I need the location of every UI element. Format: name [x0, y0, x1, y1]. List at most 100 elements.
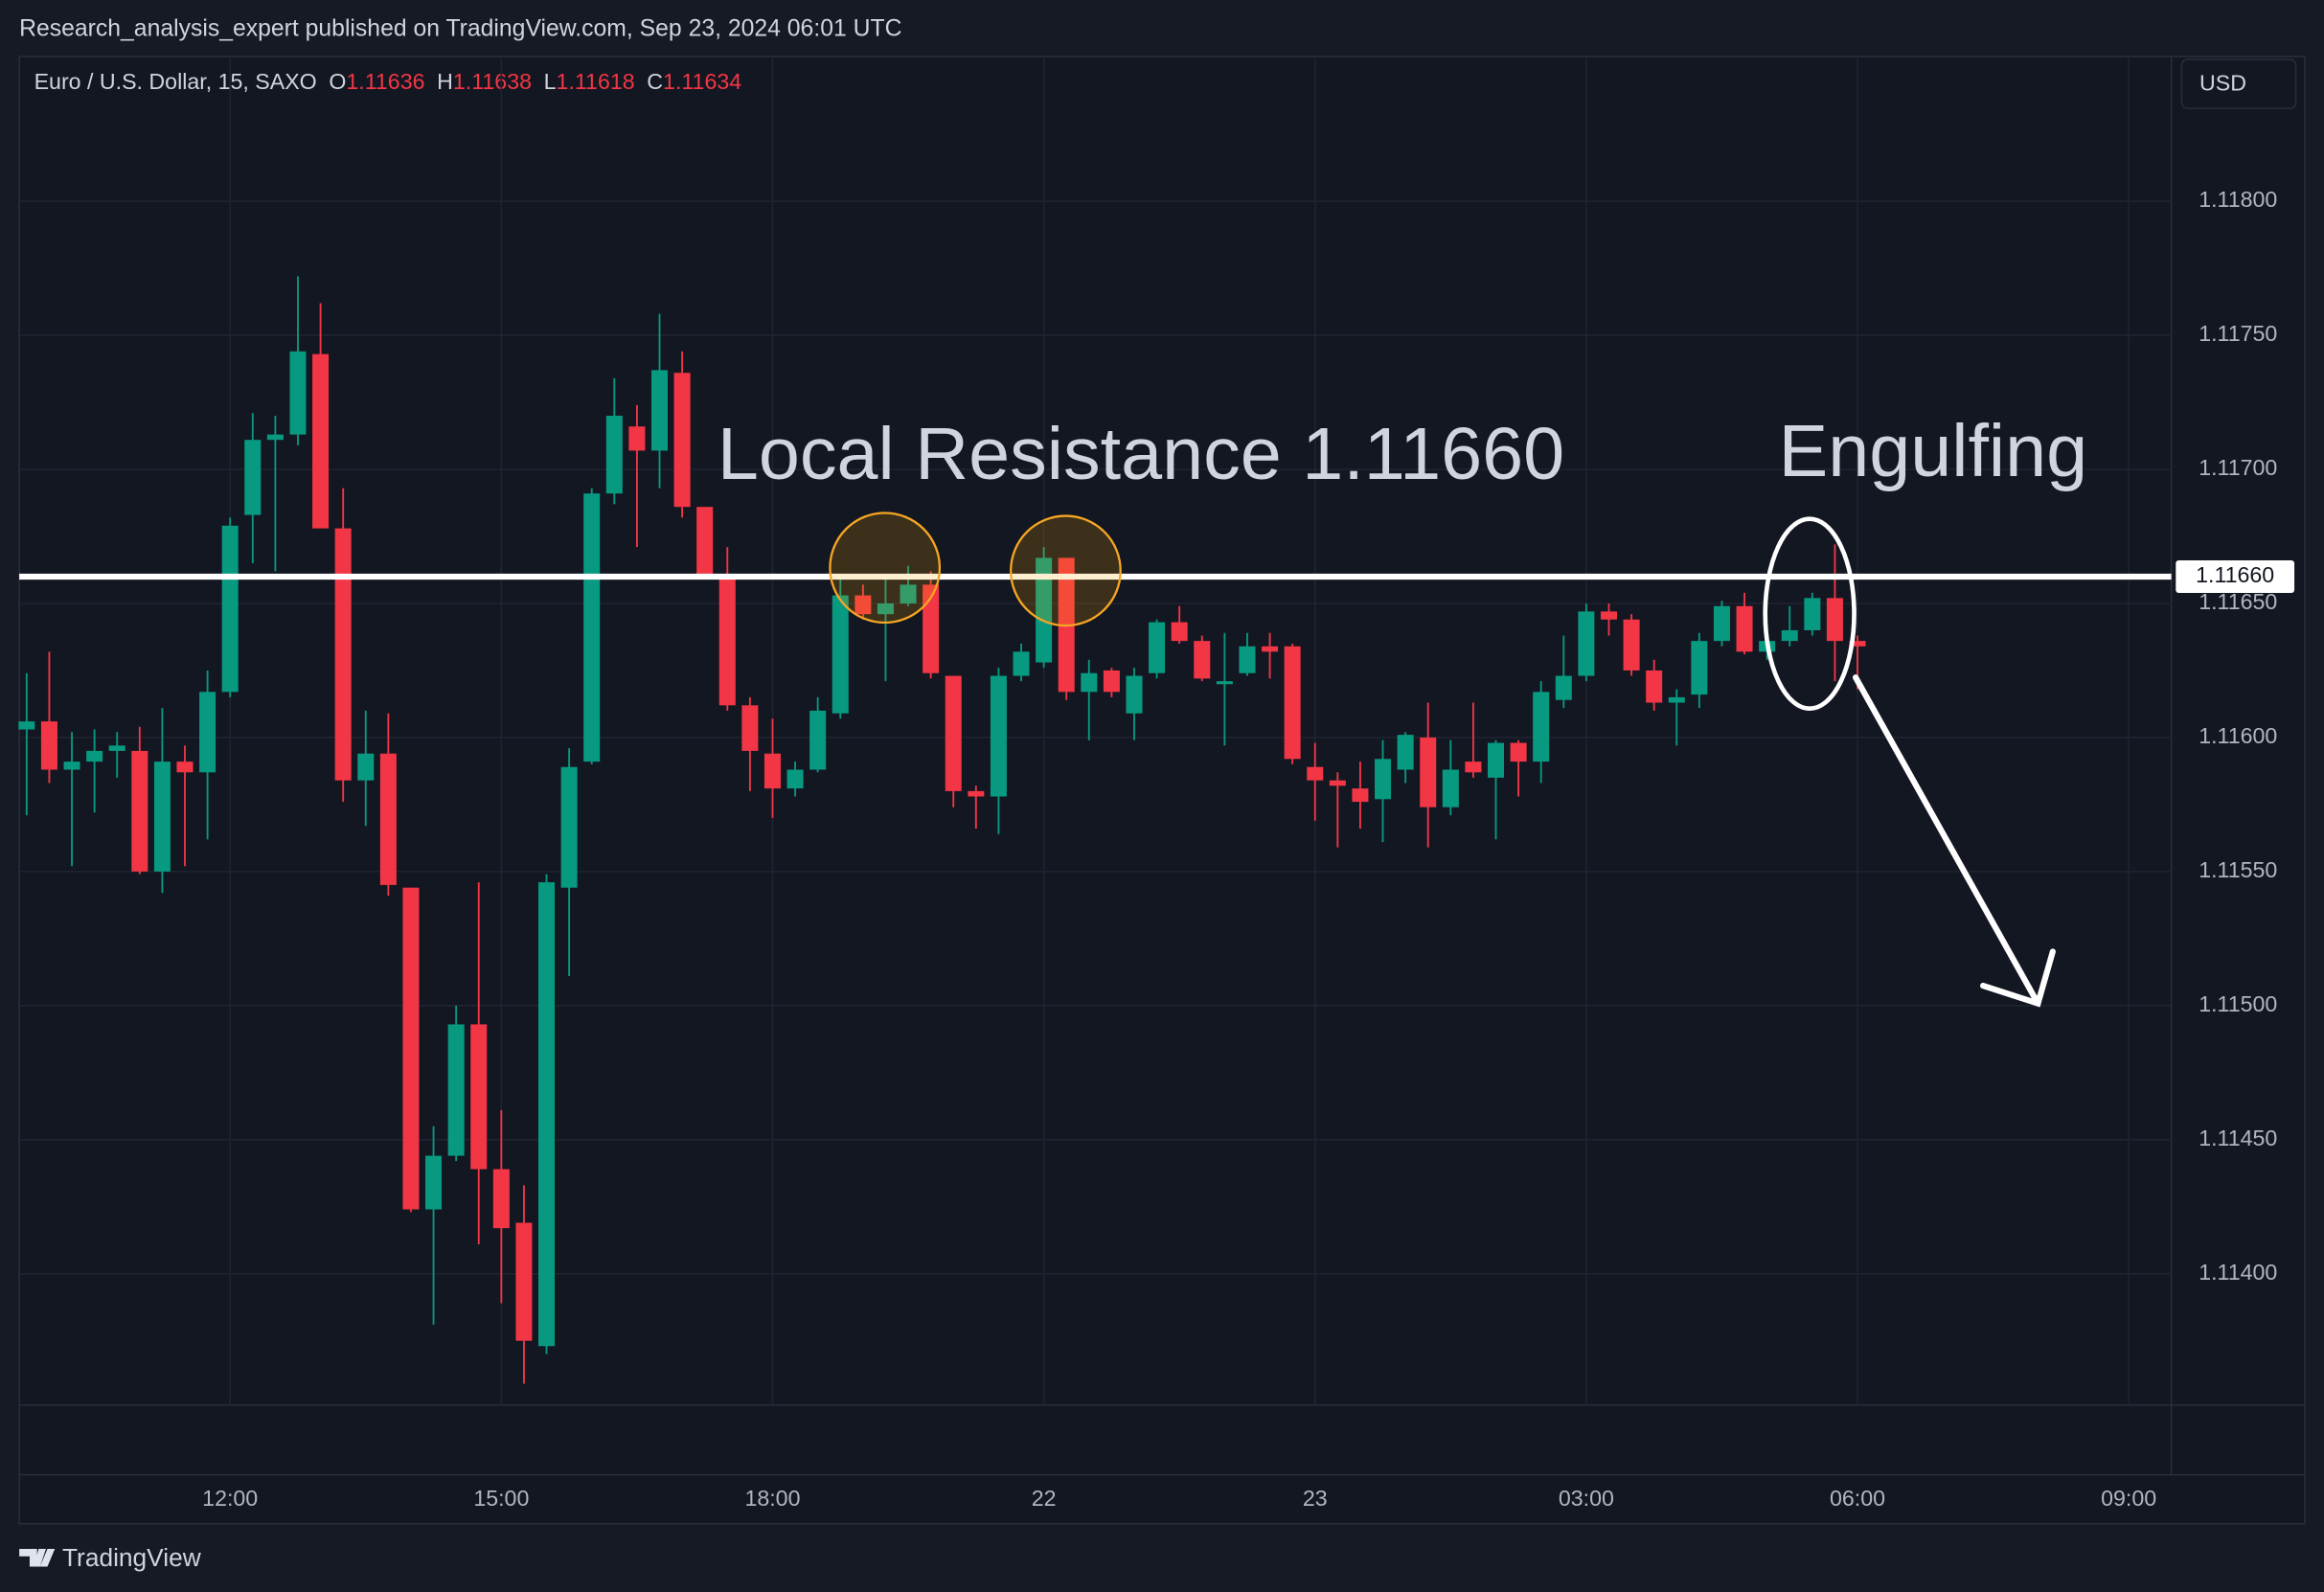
x-tick-label: 15:00 — [473, 1486, 529, 1511]
y-tick-label: 1.11650 — [2199, 589, 2277, 614]
candle-body — [763, 753, 781, 789]
candle-body — [900, 584, 917, 603]
symbol: Euro / U.S. Dollar, 15, SAXO — [34, 69, 317, 94]
candle-body — [877, 603, 894, 615]
candle-body — [1171, 622, 1188, 642]
candle-body — [1149, 622, 1166, 673]
highlight-circle — [1010, 514, 1122, 627]
symbol-legend: Euro / U.S. Dollar, 15, SAXO O1.11636 H1… — [34, 69, 742, 94]
candle-body — [63, 762, 80, 770]
down-arrow — [1852, 674, 2056, 1008]
candle-body — [1691, 641, 1708, 695]
candle-body — [1307, 766, 1324, 781]
x-tick-label: 18:00 — [744, 1486, 800, 1511]
candle-body — [1352, 788, 1369, 803]
candle-body — [1623, 619, 1640, 671]
chart-panel — [18, 56, 2306, 1525]
y-tick-label: 1.11750 — [2199, 321, 2277, 346]
candle-body — [1216, 681, 1233, 685]
y-tick-label: 1.11400 — [2199, 1260, 2277, 1285]
candle-body — [1600, 611, 1617, 620]
candle-body — [923, 584, 940, 673]
y-tick-label: 1.11700 — [2199, 455, 2277, 480]
y-tick-label: 1.11550 — [2199, 857, 2277, 882]
candle-body — [1442, 769, 1459, 807]
candle-body — [425, 1155, 443, 1210]
candle-body — [153, 762, 171, 872]
candle-body — [40, 721, 57, 770]
currency-button[interactable] — [2180, 58, 2297, 109]
candle-body — [854, 595, 872, 615]
candle-body — [605, 416, 623, 494]
candle-body — [1013, 651, 1030, 676]
candle-body — [1036, 557, 1053, 663]
candle-body — [718, 574, 736, 706]
candle-body — [221, 525, 239, 693]
price-label: 1.11660 — [2196, 562, 2274, 587]
candle-body — [18, 721, 35, 730]
x-tick-label: 22 — [1032, 1486, 1057, 1511]
candle-body — [312, 353, 330, 529]
y-tick-label: 1.11600 — [2199, 723, 2277, 748]
candle-body — [1668, 696, 1685, 703]
candle-body — [244, 440, 262, 515]
candle-body — [108, 745, 125, 751]
candle-body — [1126, 675, 1143, 714]
candle-body — [673, 373, 691, 508]
candle-body — [1533, 692, 1550, 762]
candle-body — [1465, 762, 1482, 773]
candle-body — [1510, 742, 1527, 762]
candle-body — [492, 1169, 510, 1229]
annotation: Engulfing — [1779, 410, 2088, 492]
candle-body — [1646, 670, 1663, 703]
highlight-circle — [829, 512, 942, 625]
candle-body — [1284, 646, 1301, 760]
logo-icon — [19, 1548, 56, 1567]
highlight-ellipse — [1763, 516, 1857, 712]
y-tick-label: 1.11500 — [2199, 991, 2277, 1016]
x-tick-label: 23 — [1303, 1486, 1328, 1511]
ohlc-label: O — [329, 69, 346, 94]
candle-body — [650, 370, 669, 451]
candle-body — [447, 1024, 465, 1156]
candle-body — [289, 351, 307, 435]
y-tick-label: 1.11450 — [2199, 1126, 2277, 1150]
currency-label[interactable]: USD — [2199, 70, 2246, 95]
candle-body — [1713, 605, 1730, 642]
x-tick-label: 03:00 — [1559, 1486, 1614, 1511]
candle-body — [968, 790, 985, 797]
brand-name: TradingView — [62, 1543, 202, 1572]
candle-body — [1329, 780, 1346, 786]
candle-body — [131, 750, 148, 872]
ohlc-value: 1.11638 — [453, 69, 532, 94]
candle-body — [741, 705, 759, 751]
candle-body — [1194, 641, 1211, 679]
ohlc-value: 1.11636 — [346, 69, 424, 94]
candle-body — [990, 675, 1007, 797]
candle-body — [628, 426, 646, 451]
x-tick-label: 06:00 — [1830, 1486, 1885, 1511]
brand-logo: TradingView — [19, 1543, 202, 1572]
candle-body — [379, 753, 397, 885]
candle-body — [1781, 629, 1798, 642]
candle-body — [560, 766, 578, 888]
candle-body — [1239, 646, 1256, 673]
candle-body — [334, 528, 352, 781]
candle-body — [1262, 646, 1279, 652]
candle-body — [583, 493, 601, 762]
candle-body — [786, 769, 804, 789]
candle-body — [1103, 670, 1120, 693]
ohlc-value: 1.11634 — [663, 69, 741, 94]
ohlc-label: L — [544, 69, 557, 94]
candle-body — [266, 434, 284, 441]
candle-body — [1849, 641, 1866, 647]
arrow-shaft — [1852, 674, 2041, 1007]
ohlc-label: H — [437, 69, 453, 94]
candle-body — [945, 675, 962, 791]
candle-body — [1555, 675, 1572, 700]
price-label-box — [2176, 559, 2295, 593]
candle-body — [515, 1222, 533, 1341]
candle-body — [470, 1024, 488, 1170]
candle-body — [1736, 605, 1753, 652]
